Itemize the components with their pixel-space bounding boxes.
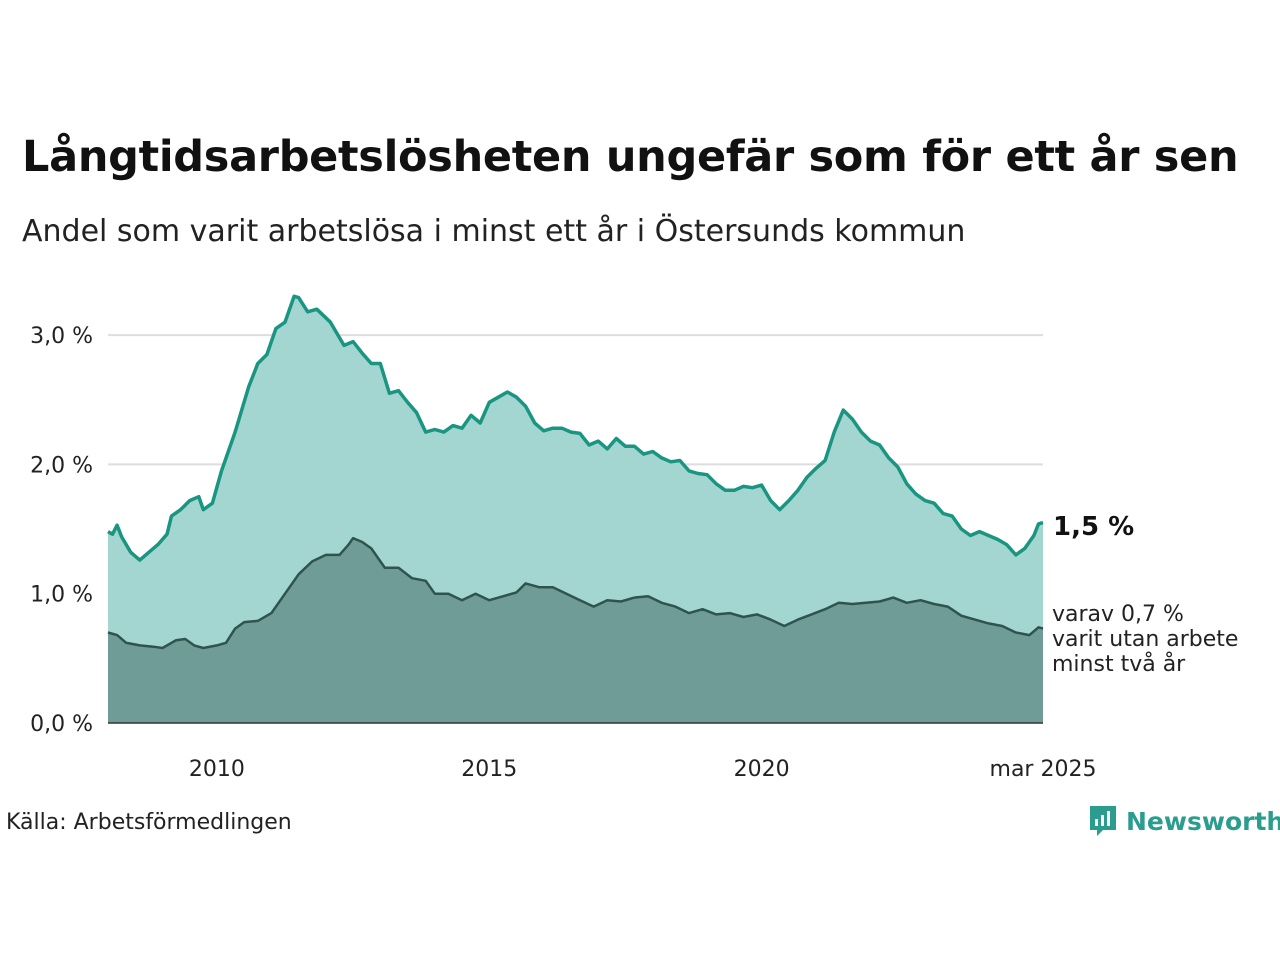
end-value-label: 1,5 % [1053,512,1134,542]
annotation-line-3: minst två år [1052,651,1186,677]
annotation-line-2: varit utan arbete [1052,627,1238,652]
x-tick-labels: 2010 2015 2020 mar 2025 [189,757,1097,782]
two-year-series-area [108,538,1043,723]
chart-subtitle: Andel som varit arbetslösa i minst ett å… [22,214,966,249]
y-tick-label: 0,0 % [30,712,93,737]
y-tick-label: 2,0 % [30,453,93,478]
x-tick-label: mar 2025 [990,757,1097,782]
x-tick-label: 2010 [189,757,245,782]
x-tick-label: 2020 [734,757,790,782]
y-tick-label: 3,0 % [30,324,93,349]
source-note: Källa: Arbetsförmedlingen [6,810,292,835]
y-tick-label: 1,0 % [30,583,93,608]
newsworthy-logo-icon [1090,806,1116,836]
chart-title: Långtidsarbetslösheten ungefär som för e… [22,132,1239,182]
total-series-line [107,294,1044,562]
annotation-line-1: varav 0,7 % [1052,602,1184,627]
two-year-series-line [107,536,1044,650]
x-tick-label: 2015 [461,757,517,782]
y-tick-labels: 0,0 % 1,0 % 2,0 % 3,0 % [30,324,93,737]
brand-logo: Newsworthy [1088,804,1280,838]
brand-name: Newsworthy [1126,806,1280,836]
